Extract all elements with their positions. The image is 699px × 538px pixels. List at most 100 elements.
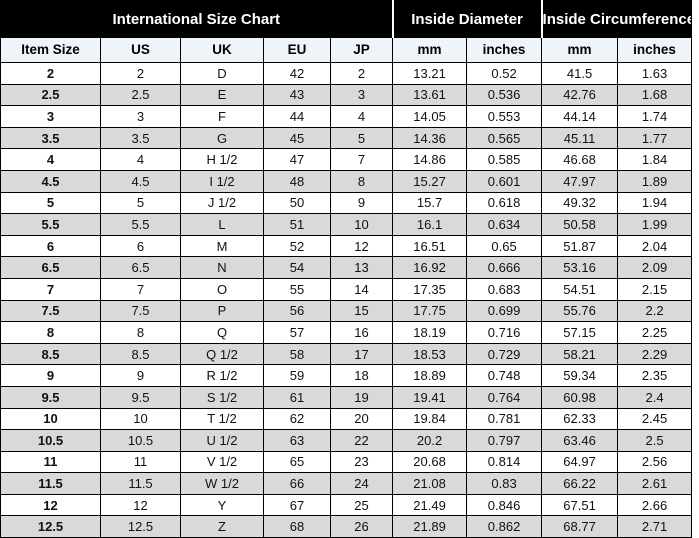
cell-inside-circumference-mm: 66.22 bbox=[541, 472, 619, 495]
cell-inside-diameter-inches: 0.716 bbox=[466, 321, 543, 344]
cell-inside-diameter-inches: 0.553 bbox=[466, 105, 543, 128]
table-row: 12.5 12.5 Z 68 26 21.89 0.862 68.77 2.71 bbox=[0, 515, 693, 538]
group-header-inside-circumference: Inside Circumference bbox=[541, 0, 693, 38]
table-row: 11.5 11.5 W 1/2 66 24 21.08 0.83 66.22 2.61 bbox=[0, 472, 693, 495]
cell-uk-size: I 1/2 bbox=[180, 169, 264, 193]
cell-inside-circumference-inches: 2.15 bbox=[617, 277, 693, 301]
cell-item-size: 11.5 bbox=[0, 472, 101, 495]
cell-inside-circumference-mm: 44.14 bbox=[541, 105, 619, 128]
table-row: 10 10 T 1/2 62 20 19.84 0.781 62.33 2.45 bbox=[0, 407, 693, 431]
cell-jp-size: 5 bbox=[329, 126, 394, 150]
cell-uk-size: F bbox=[180, 105, 264, 128]
cell-eu-size: 59 bbox=[263, 364, 331, 387]
cell-inside-circumference-mm: 57.15 bbox=[541, 321, 619, 344]
cell-uk-size: D bbox=[180, 62, 264, 85]
cell-inside-circumference-inches: 1.63 bbox=[617, 62, 693, 85]
cell-jp-size: 7 bbox=[329, 148, 394, 171]
cell-jp-size: 13 bbox=[329, 256, 394, 279]
cell-jp-size: 15 bbox=[329, 299, 394, 323]
cell-inside-circumference-inches: 2.61 bbox=[617, 472, 693, 495]
cell-eu-size: 63 bbox=[263, 429, 331, 452]
cell-inside-circumference-inches: 2.4 bbox=[617, 385, 693, 409]
cell-jp-size: 17 bbox=[329, 342, 394, 366]
cell-inside-circumference-mm: 46.68 bbox=[541, 148, 619, 171]
cell-us-size: 3.5 bbox=[100, 126, 181, 150]
cell-jp-size: 8 bbox=[329, 169, 394, 193]
cell-uk-size: T 1/2 bbox=[180, 407, 264, 431]
cell-eu-size: 50 bbox=[263, 191, 331, 215]
cell-item-size: 3.5 bbox=[0, 126, 101, 150]
cell-jp-size: 14 bbox=[329, 277, 394, 301]
cell-inside-diameter-inches: 0.846 bbox=[466, 493, 543, 517]
column-header-circumference-inches: inches bbox=[617, 37, 693, 63]
cell-uk-size: W 1/2 bbox=[180, 472, 264, 495]
cell-inside-circumference-mm: 64.97 bbox=[541, 450, 619, 474]
cell-item-size: 2 bbox=[0, 62, 101, 85]
column-header-eu: EU bbox=[263, 37, 331, 63]
cell-jp-size: 18 bbox=[329, 364, 394, 387]
cell-item-size: 10.5 bbox=[0, 429, 101, 452]
cell-uk-size: Q 1/2 bbox=[180, 342, 264, 366]
cell-inside-circumference-mm: 47.97 bbox=[541, 169, 619, 193]
cell-uk-size: Y bbox=[180, 493, 264, 517]
cell-us-size: 2 bbox=[100, 62, 181, 85]
cell-us-size: 9 bbox=[100, 364, 181, 387]
cell-inside-diameter-inches: 0.862 bbox=[466, 515, 543, 538]
cell-inside-diameter-inches: 0.797 bbox=[466, 429, 543, 452]
cell-inside-diameter-inches: 0.618 bbox=[466, 191, 543, 215]
cell-us-size: 3 bbox=[100, 105, 181, 128]
group-header-international-size-chart: International Size Chart bbox=[0, 0, 394, 38]
column-header-uk: UK bbox=[180, 37, 264, 63]
cell-jp-size: 22 bbox=[329, 429, 394, 452]
table-row: 9.5 9.5 S 1/2 61 19 19.41 0.764 60.98 2.4 bbox=[0, 385, 693, 409]
cell-us-size: 10 bbox=[100, 407, 181, 431]
cell-inside-circumference-inches: 2.71 bbox=[617, 515, 693, 538]
cell-us-size: 7 bbox=[100, 277, 181, 301]
cell-inside-diameter-mm: 16.92 bbox=[392, 256, 468, 279]
cell-inside-circumference-inches: 2.66 bbox=[617, 493, 693, 517]
cell-uk-size: N bbox=[180, 256, 264, 279]
cell-uk-size: E bbox=[180, 83, 264, 107]
cell-us-size: 7.5 bbox=[100, 299, 181, 323]
cell-inside-diameter-mm: 18.19 bbox=[392, 321, 468, 344]
cell-uk-size: V 1/2 bbox=[180, 450, 264, 474]
table-row: 10.5 10.5 U 1/2 63 22 20.2 0.797 63.46 2.5 bbox=[0, 429, 693, 452]
cell-inside-diameter-mm: 21.08 bbox=[392, 472, 468, 495]
cell-item-size: 10 bbox=[0, 407, 101, 431]
table-row: 6.5 6.5 N 54 13 16.92 0.666 53.16 2.09 bbox=[0, 256, 693, 279]
cell-inside-circumference-inches: 1.94 bbox=[617, 191, 693, 215]
cell-inside-diameter-inches: 0.83 bbox=[466, 472, 543, 495]
cell-us-size: 6.5 bbox=[100, 256, 181, 279]
cell-inside-diameter-inches: 0.764 bbox=[466, 385, 543, 409]
cell-us-size: 5.5 bbox=[100, 213, 181, 236]
cell-inside-diameter-inches: 0.634 bbox=[466, 213, 543, 236]
cell-inside-diameter-mm: 21.49 bbox=[392, 493, 468, 517]
cell-jp-size: 19 bbox=[329, 385, 394, 409]
cell-eu-size: 52 bbox=[263, 234, 331, 258]
cell-jp-size: 2 bbox=[329, 62, 394, 85]
cell-us-size: 11.5 bbox=[100, 472, 181, 495]
group-header-inside-diameter: Inside Diameter bbox=[392, 0, 543, 38]
cell-us-size: 5 bbox=[100, 191, 181, 215]
table-row: 2.5 2.5 E 43 3 13.61 0.536 42.76 1.68 bbox=[0, 83, 693, 107]
cell-inside-circumference-mm: 53.16 bbox=[541, 256, 619, 279]
cell-uk-size: O bbox=[180, 277, 264, 301]
cell-item-size: 11 bbox=[0, 450, 101, 474]
column-header-diameter-mm: mm bbox=[392, 37, 468, 63]
cell-jp-size: 10 bbox=[329, 213, 394, 236]
cell-inside-diameter-mm: 15.7 bbox=[392, 191, 468, 215]
cell-uk-size: P bbox=[180, 299, 264, 323]
cell-item-size: 9.5 bbox=[0, 385, 101, 409]
cell-eu-size: 66 bbox=[263, 472, 331, 495]
cell-uk-size: S 1/2 bbox=[180, 385, 264, 409]
cell-inside-circumference-mm: 59.34 bbox=[541, 364, 619, 387]
cell-us-size: 4 bbox=[100, 148, 181, 171]
cell-inside-diameter-mm: 13.21 bbox=[392, 62, 468, 85]
cell-inside-circumference-mm: 67.51 bbox=[541, 493, 619, 517]
cell-inside-diameter-inches: 0.666 bbox=[466, 256, 543, 279]
cell-inside-circumference-mm: 51.87 bbox=[541, 234, 619, 258]
cell-eu-size: 57 bbox=[263, 321, 331, 344]
cell-jp-size: 20 bbox=[329, 407, 394, 431]
cell-inside-diameter-inches: 0.781 bbox=[466, 407, 543, 431]
